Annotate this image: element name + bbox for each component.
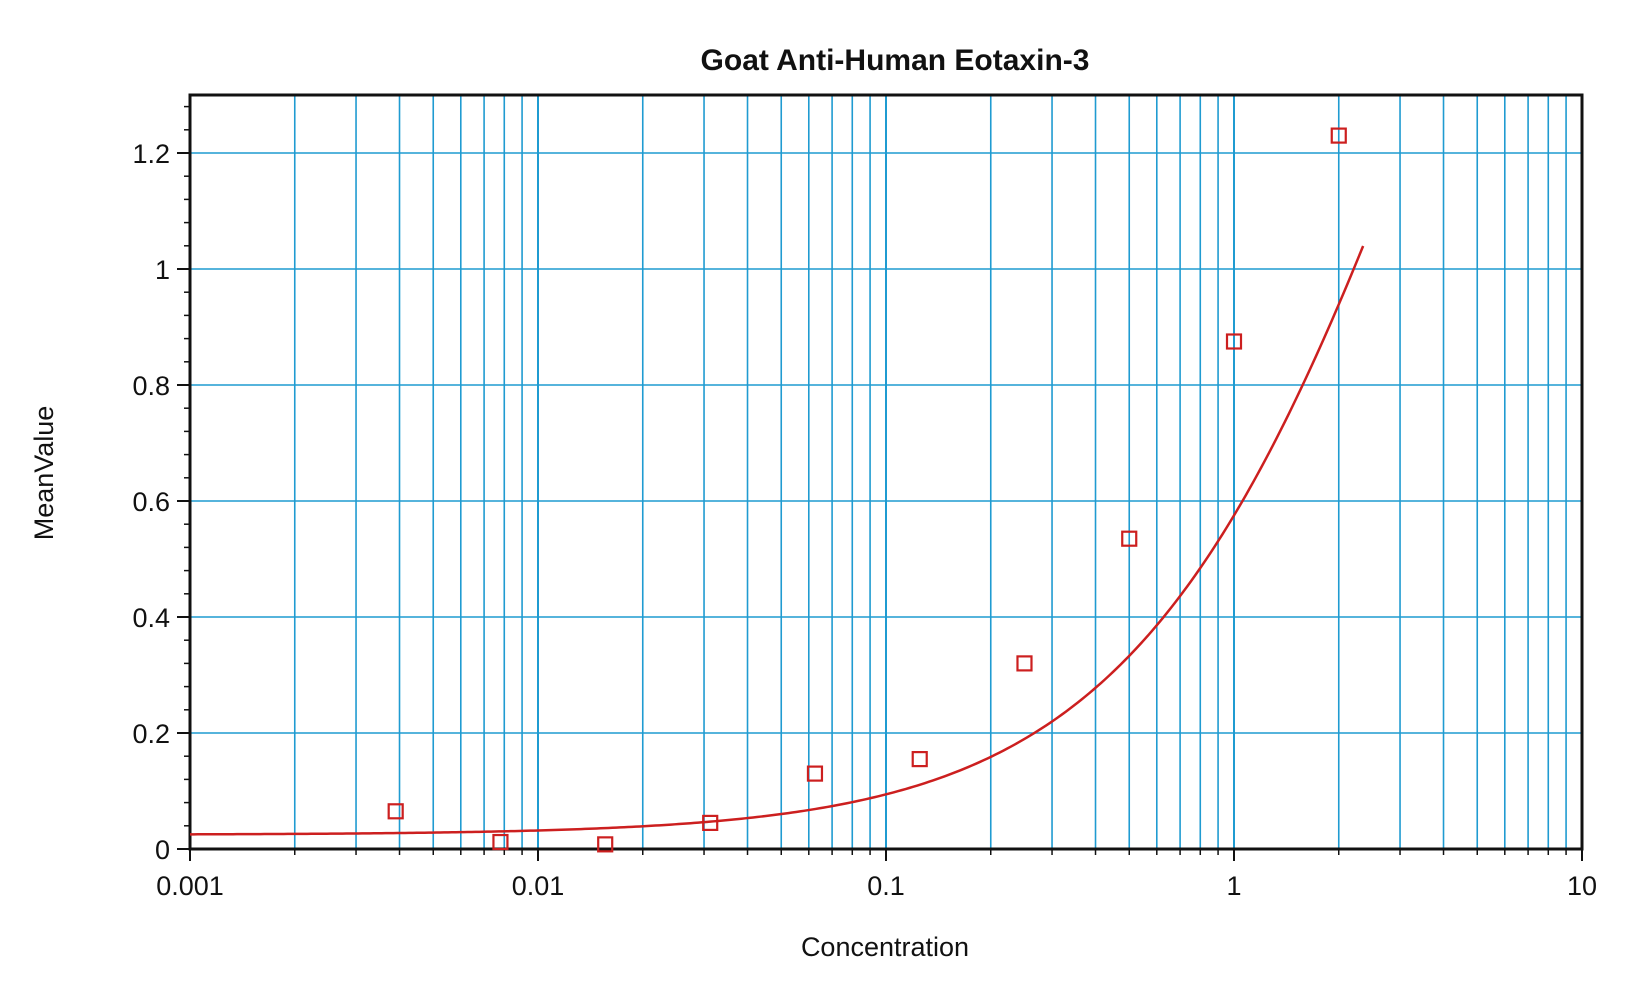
y-tick-label: 1.2 [132,139,170,169]
y-tick-label: 0.4 [132,603,170,633]
fit-curve [189,245,1365,836]
data-point-marker [1016,655,1033,672]
x-tick-label: 0.001 [156,871,224,901]
y-tick-label: 0.8 [132,371,170,401]
data-point-marker [597,836,614,853]
x-tick-label: 0.01 [512,871,565,901]
data-point-marker [911,750,928,768]
grid [190,95,1582,849]
data-point-marker [702,814,719,832]
data-points [387,127,1347,853]
y-tick-label: 0.6 [132,487,170,517]
x-tick-label: 0.1 [867,871,905,901]
fit-line [189,245,1365,836]
x-tick-label: 1 [1226,871,1241,901]
data-point-marker [1330,127,1347,144]
data-point-marker [387,803,404,820]
y-tick-label: 0.2 [132,719,170,749]
y-tick-label: 1 [155,255,170,285]
axes: 0 0.2 0.4 0.6 0.8 1 1.2 0.001 0.01 0.1 1 10 [132,93,1597,901]
data-point-marker [1121,530,1138,547]
chart-title: Goat Anti-Human Eotaxin-3 [701,44,1090,77]
x-axis-label: Concentration [801,932,969,962]
data-point-marker [492,833,509,851]
y-tick-label: 0 [155,835,170,865]
data-point-marker [1225,333,1243,350]
x-tick-label: 10 [1567,871,1597,901]
data-point-marker [806,765,824,782]
y-axis-label: MeanValue [29,406,59,541]
